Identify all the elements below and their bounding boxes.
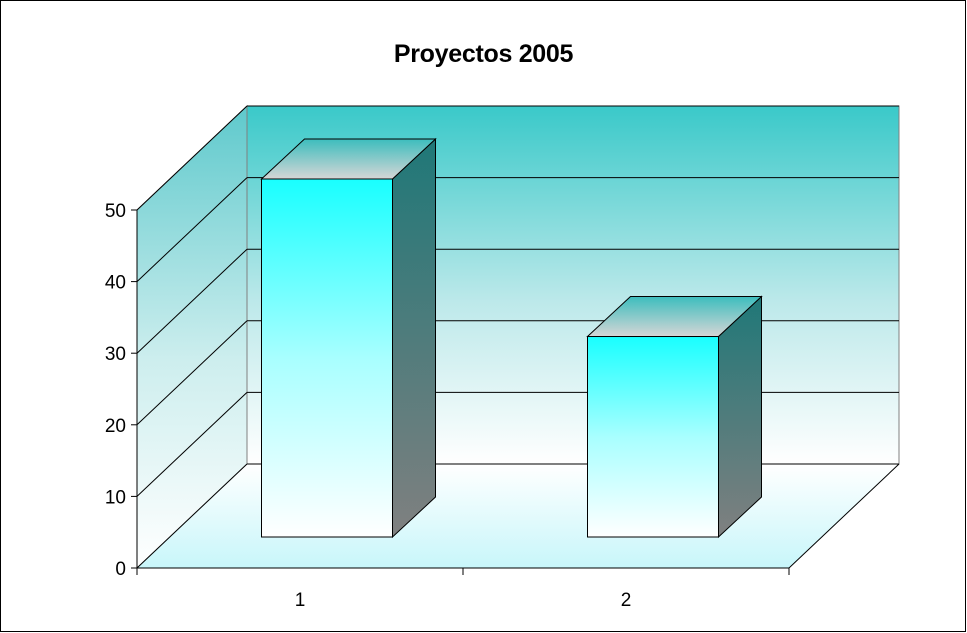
chart-walls: [136, 104, 900, 570]
chart-bars: [260, 137, 763, 539]
floor-right-edge: [788, 463, 900, 569]
floor: [137, 464, 899, 568]
x-tick-label: 2: [621, 590, 632, 611]
x-tick-label: 1: [295, 590, 306, 611]
bar-front: [587, 336, 719, 538]
y-tick-label: 10: [105, 487, 126, 508]
gridline-side: [136, 392, 248, 497]
bar-1: [260, 137, 437, 539]
y-tick-label: 50: [105, 201, 126, 222]
gridline-side: [136, 177, 248, 282]
y-tick-label: 40: [105, 273, 126, 294]
chart-tick-labels: 0 10 20 30 40 50 1 2: [105, 201, 631, 611]
chart-title: Proyectos 2005: [393, 40, 574, 68]
y-tick-label: 20: [105, 416, 126, 437]
y-tick-label: 0: [115, 559, 126, 580]
gridline-side: [136, 248, 248, 354]
y-tick-label: 30: [105, 344, 126, 365]
floor-left-edge: [136, 463, 248, 569]
bar-front: [261, 178, 393, 538]
gridline-side: [136, 320, 248, 426]
gridline-side: [136, 105, 248, 211]
bar-2: [586, 295, 763, 539]
bar-side: [392, 137, 436, 539]
bar-side: [718, 295, 762, 539]
